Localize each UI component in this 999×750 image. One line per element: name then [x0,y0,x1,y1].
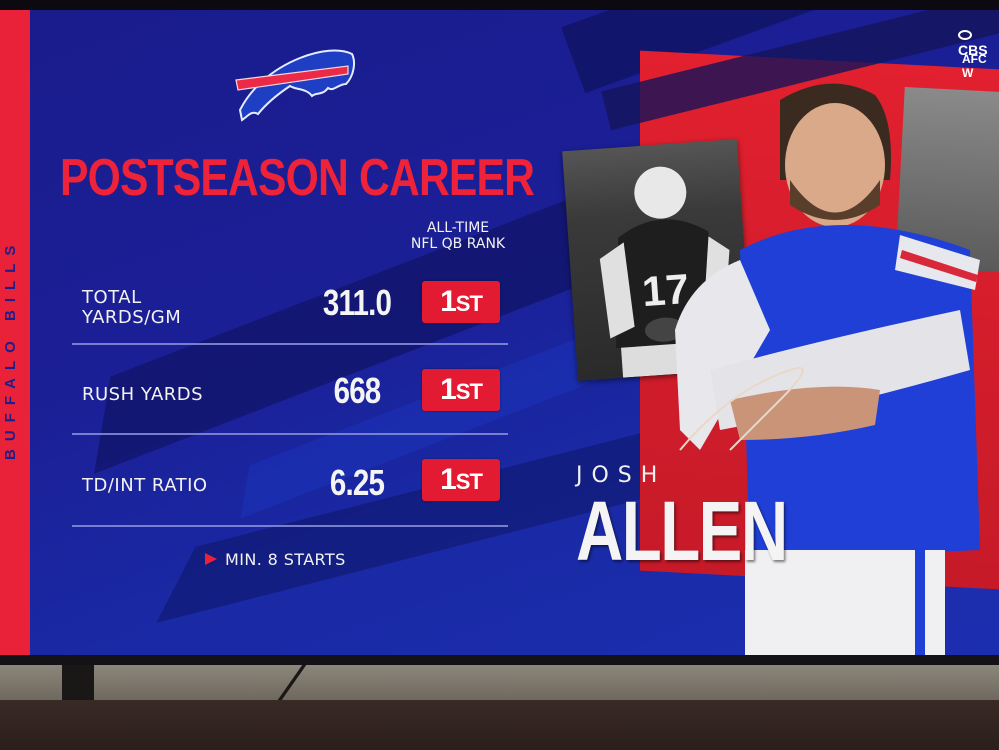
rank-column-header: ALL-TIME NFL QB RANK [388,220,528,252]
tv-bezel-top [0,0,999,10]
rank-suffix: ST [455,469,483,494]
tv-bezel-bottom [0,655,999,665]
stat-label-line1: TD/INT RATIO [82,475,208,496]
graphic-title: POSTSEASON CAREER [60,149,535,207]
footnote-text: MIN. 8 STARTS [225,550,346,569]
player-portrait [675,83,980,655]
rank-badge: 1ST [422,459,500,501]
cbs-eye-icon [958,30,972,40]
stat-value: 668 [333,370,382,411]
game-label: AFC W [962,52,987,80]
stat-value: 311.0 [322,282,392,323]
rank-suffix: ST [455,291,483,316]
play-triangle-icon [205,553,217,565]
rank-suffix: ST [455,379,483,404]
wall-background [0,665,999,700]
rank-header-line1: ALL-TIME [426,220,490,236]
rank-badge: 1ST [422,369,500,411]
stat-row-rush-yards: RUSH YARDS 668 1ST [72,360,512,450]
network-bug: CBS [958,26,999,58]
stat-label: RUSH YARDS [82,385,203,405]
rank-number: 1 [440,373,457,406]
row-divider [72,433,508,435]
network-name: CBS [958,42,988,58]
stat-label-line1: RUSH YARDS [82,384,204,405]
jersey-number: 17 [641,265,691,315]
side-strip: BUFFALO BILLS [0,10,30,655]
rank-number: 1 [440,285,457,318]
stat-row-td-int-ratio: TD/INT RATIO 6.25 1ST [72,450,512,540]
tv-stand-leg [62,665,94,700]
tv-screen: BUFFALO BILLS POSTSEASON CAREER ALL-TIME… [0,10,999,655]
rank-header-line2: NFL QB RANK [410,236,506,252]
stat-label-line2: YARDS/GM [82,307,182,328]
stat-value: 6.25 [329,462,385,503]
row-divider [72,343,508,345]
stat-label-line1: TOTAL [82,287,142,308]
side-strip-text: BUFFALO BILLS [2,237,19,460]
footnote: MIN. 8 STARTS [205,550,346,569]
rank-number: 1 [440,463,457,496]
bills-logo-icon [235,49,355,122]
wooden-shelf [0,700,999,750]
stat-label: TOTAL YARDS/GM [82,288,181,328]
rank-badge: 1ST [422,281,500,323]
stat-label: TD/INT RATIO [82,476,208,496]
player-last-name: ALLEN [576,484,788,578]
stat-row-total-yards: TOTAL YARDS/GM 311.0 1ST [72,272,512,362]
player-first-name: JOSH [576,463,667,488]
row-divider [72,525,508,527]
